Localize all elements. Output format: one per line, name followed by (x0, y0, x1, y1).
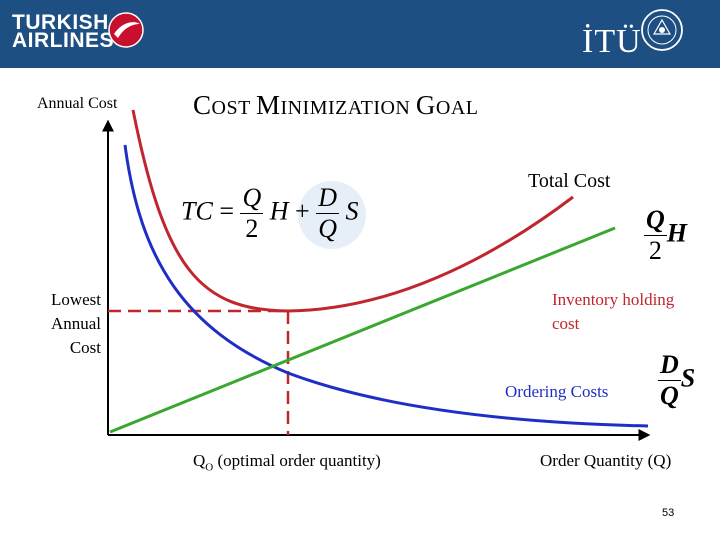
total-cost-curve (131, 109, 574, 313)
total-cost-label: Total Cost (528, 170, 611, 192)
header-band: TURKISH AIRLINES İTÜ (0, 0, 720, 68)
title-part: M (255, 90, 281, 120)
label-line: Lowest (50, 290, 101, 309)
slide-title: COST MINIMIZATION GOAL (193, 90, 478, 121)
q-symbol: Q (193, 451, 206, 470)
airline-crest-icon (108, 12, 144, 48)
label-line: Annual (50, 314, 101, 333)
formula-lhs: TC (181, 196, 213, 226)
university-seal-icon (641, 9, 683, 51)
holding-cost-line (109, 226, 616, 434)
y-axis-label: Annual Cost (37, 95, 118, 112)
fraction-numerator: D (658, 350, 681, 381)
fraction-denominator: Q (318, 214, 337, 243)
title-part: C (193, 90, 212, 120)
ordering-cost-curve (123, 144, 649, 428)
optimal-quantity-label: QO (optimal order quantity) (193, 451, 381, 473)
fraction-denominator: 2 (648, 236, 662, 265)
q-subscript: O (205, 461, 214, 474)
page-number: 53 (662, 507, 675, 519)
formula-variable: S (345, 196, 359, 226)
label-line: cost (552, 314, 580, 333)
fraction-denominator: 2 (245, 214, 259, 243)
formula-variable: H (666, 218, 688, 248)
label-line: Cost (69, 338, 101, 357)
fraction-numerator: Q (644, 205, 667, 236)
formula-plus: + (295, 196, 310, 226)
airline-logo-line-2: AIRLINES (12, 29, 115, 52)
q-description: (optimal order quantity) (213, 451, 381, 470)
lowest-annual-cost-label: Lowest Annual Cost (37, 288, 101, 360)
fraction-numerator: Q (240, 183, 264, 214)
title-part: INIMIZATION (280, 97, 416, 119)
label-line: Inventory holding (552, 290, 675, 309)
title-part: OAL (435, 97, 479, 119)
x-axis-label: Order Quantity (Q) (540, 451, 672, 470)
itu-logo-text: İTÜ (582, 23, 642, 60)
inventory-holding-cost-label: Inventory holding cost (552, 288, 674, 336)
formula-variable: H (269, 196, 289, 226)
formula-highlight (298, 181, 366, 249)
fraction-denominator: Q (660, 381, 679, 410)
fraction-numerator: D (316, 183, 339, 214)
airline-logo-line-1: TURKISH (12, 11, 109, 34)
turkish-airlines-logo: TURKISH AIRLINES (12, 11, 115, 52)
ordering-costs-label: Ordering Costs (505, 382, 609, 401)
title-part: G (415, 90, 436, 120)
formula-variable: S (680, 363, 696, 393)
title-part: OST (211, 97, 256, 119)
formula-equals: = (219, 196, 234, 226)
